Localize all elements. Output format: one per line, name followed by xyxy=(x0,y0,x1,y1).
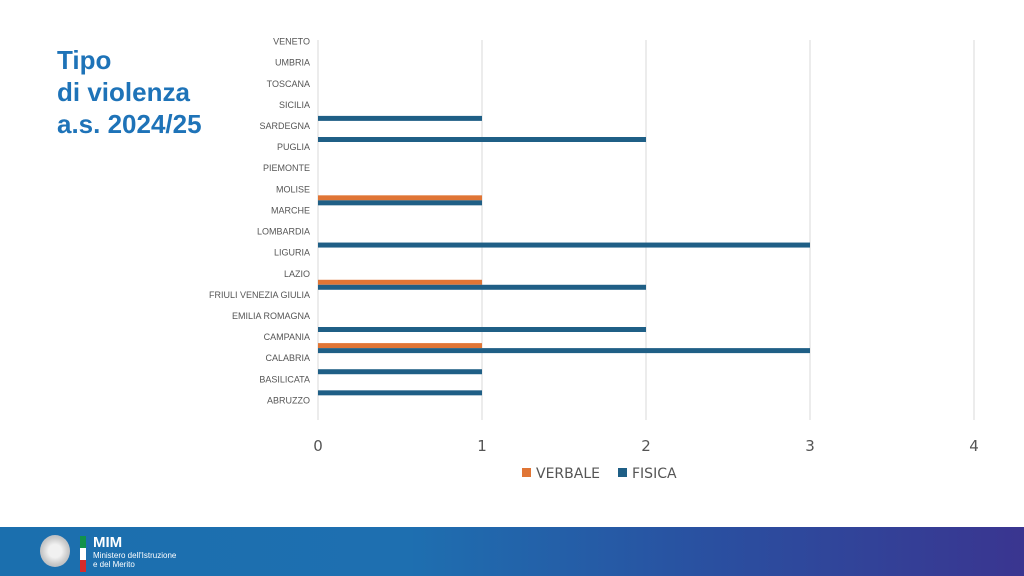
bar-fisica xyxy=(318,284,646,290)
category-label: UMBRIA xyxy=(275,58,310,68)
footer-bar: MIM Ministero dell'Istruzione e del Meri… xyxy=(0,527,1024,576)
republic-emblem-icon xyxy=(40,535,70,567)
x-tick-label: 2 xyxy=(641,437,651,455)
category-label: TOSCANA xyxy=(267,79,310,89)
brand-subtitle-line-1: Ministero dell'Istruzione xyxy=(93,551,177,560)
category-label: PUGLIA xyxy=(277,142,310,152)
category-label: LAZIO xyxy=(284,269,310,279)
category-label: BASILICATA xyxy=(259,374,310,384)
legend-swatch-verbale xyxy=(522,468,531,477)
bar-verbale xyxy=(318,279,482,285)
category-label: EMILIA ROMAGNA xyxy=(232,311,310,321)
bar-fisica xyxy=(318,369,482,375)
category-label: MARCHE xyxy=(271,205,310,215)
legend-label-verbale: VERBALE xyxy=(536,466,600,482)
x-tick-label: 3 xyxy=(805,437,815,455)
category-label: SICILIA xyxy=(279,100,310,110)
category-label: SARDEGNA xyxy=(259,121,310,131)
title-line-3: a.s. 2024/25 xyxy=(57,109,202,139)
legend-swatch-fisica xyxy=(618,468,627,477)
category-label: FRIULI VENEZIA GIULIA xyxy=(209,290,310,300)
x-tick-label: 4 xyxy=(969,437,979,455)
category-label: LIGURIA xyxy=(274,248,310,258)
bar-chart: VENETO UMBRIA TOSCANA SICILIA SARDEGNA PUGLIA… xyxy=(209,37,979,482)
bar-fisica xyxy=(318,200,482,206)
bar-fisica xyxy=(318,242,810,248)
category-label: VENETO xyxy=(273,37,310,47)
category-label: LOMBARDIA xyxy=(257,227,310,237)
bar-verbale xyxy=(318,343,482,349)
bar-verbale xyxy=(318,195,482,201)
bar-fisica xyxy=(318,115,482,121)
category-label: CALABRIA xyxy=(265,353,310,363)
slide-title: Tipo di violenza a.s. 2024/25 xyxy=(57,44,202,140)
title-line-2: di violenza xyxy=(57,77,190,107)
legend-label-fisica: FISICA xyxy=(632,466,677,482)
category-label: MOLISE xyxy=(276,184,310,194)
bar-fisica xyxy=(318,348,810,354)
bar-fisica xyxy=(318,327,646,332)
brand-title: MIM xyxy=(93,534,123,551)
category-label: PIEMONTE xyxy=(263,163,310,173)
brand-subtitle-line-2: e del Merito xyxy=(93,560,135,569)
italian-flag-icon xyxy=(80,536,86,572)
bar-fisica xyxy=(318,390,482,396)
x-tick-label: 0 xyxy=(313,437,323,455)
x-tick-label: 1 xyxy=(477,437,487,455)
bar-fisica xyxy=(318,137,646,142)
category-label: CAMPANIA xyxy=(264,332,310,342)
category-label: ABRUZZO xyxy=(267,395,310,405)
title-line-1: Tipo xyxy=(57,45,112,75)
